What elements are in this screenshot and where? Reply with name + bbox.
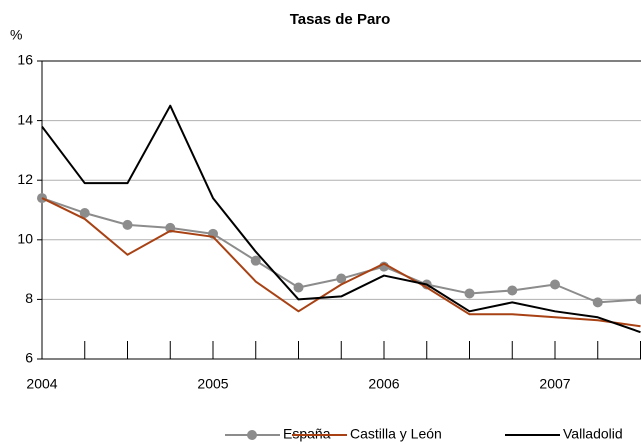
point bbox=[336, 273, 347, 284]
point bbox=[122, 219, 133, 230]
line bbox=[41, 104, 641, 334]
chart-title: Tasas de Paro bbox=[290, 11, 391, 28]
point bbox=[250, 255, 261, 266]
point bbox=[293, 282, 304, 293]
point bbox=[592, 297, 603, 308]
x-tick-label: 2005 bbox=[197, 376, 228, 392]
legend-label: Valladolid bbox=[563, 426, 623, 442]
legend-marker bbox=[247, 430, 257, 440]
point bbox=[635, 294, 641, 305]
legend-label: España bbox=[283, 426, 331, 442]
x-tick-label: 2007 bbox=[539, 376, 570, 392]
y-tick-label: 12 bbox=[17, 171, 33, 187]
y-tick-label: 6 bbox=[25, 350, 33, 366]
point bbox=[79, 207, 90, 218]
y-tick-label: 16 bbox=[17, 52, 33, 68]
y-axis-label: % bbox=[10, 27, 22, 43]
x-tick-label: 2006 bbox=[368, 376, 399, 392]
y-tick-label: 14 bbox=[17, 111, 33, 127]
legend-label: Castilla y León bbox=[350, 426, 442, 442]
point bbox=[550, 279, 560, 290]
x-tick-label: 2004 bbox=[26, 376, 57, 392]
point bbox=[464, 288, 475, 299]
y-tick-label: 8 bbox=[25, 290, 33, 306]
y-tick-label: 10 bbox=[17, 231, 33, 247]
line bbox=[41, 197, 641, 328]
point bbox=[507, 285, 518, 296]
